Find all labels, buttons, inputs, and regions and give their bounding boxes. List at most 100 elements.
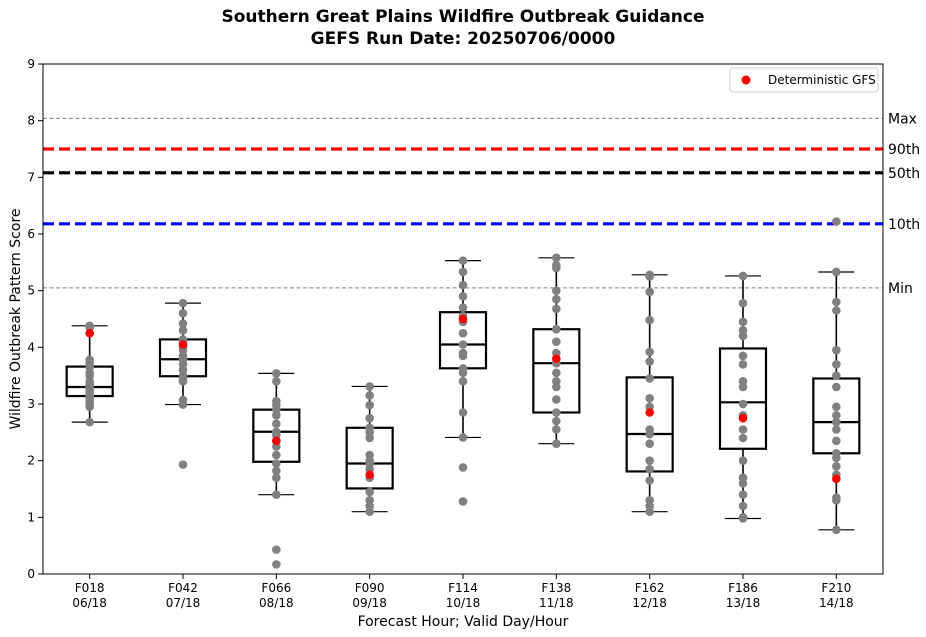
member-point-f210-18 xyxy=(832,267,841,277)
member-point-f090-12 xyxy=(365,413,374,423)
x-tick-label-hour-f186: F186 xyxy=(728,581,758,595)
member-point-f162-6 xyxy=(645,439,654,448)
member-point-f138-0 xyxy=(552,439,561,448)
member-point-f138-1 xyxy=(552,425,561,434)
member-point-f186-17 xyxy=(738,317,748,327)
member-point-f210-15 xyxy=(832,345,841,355)
legend-label-deterministic: Deterministic GFS xyxy=(768,73,876,87)
member-point-f186-6 xyxy=(738,456,748,465)
member-point-f066-0 xyxy=(272,560,281,569)
member-point-f210-16 xyxy=(832,306,841,315)
member-point-f210-12 xyxy=(832,382,841,392)
member-point-f018-15 xyxy=(85,355,94,365)
member-point-f186-13 xyxy=(738,360,748,369)
reference-label-90th: 90th xyxy=(888,142,920,158)
box-f186 xyxy=(718,347,768,450)
chart-title: Southern Great Plains Wildfire Outbreak … xyxy=(222,7,705,27)
member-point-f210-6 xyxy=(832,449,841,458)
member-point-f162-11 xyxy=(645,374,654,383)
member-point-f066-11 xyxy=(272,419,281,429)
member-point-f186-10 xyxy=(738,399,748,409)
member-point-f066-17 xyxy=(272,369,281,378)
member-point-f162-17 xyxy=(645,270,654,280)
member-point-f162-2 xyxy=(645,496,654,505)
x-tick-label-valid-f018: 06/18 xyxy=(72,596,107,610)
x-tick-label-hour-f210: F210 xyxy=(821,581,851,595)
x-tick-label-valid-f042: 07/18 xyxy=(166,596,201,610)
member-point-f162-14 xyxy=(645,315,654,325)
reference-lines: Max 90th 50th 10th Min xyxy=(43,111,920,297)
member-point-f138-3 xyxy=(552,408,561,417)
member-point-f186-5 xyxy=(738,473,748,482)
y-tick-label-7: 7 xyxy=(27,170,35,184)
deterministic-point-f186 xyxy=(738,413,748,423)
member-point-f042-14 xyxy=(178,326,188,335)
member-point-f186-7 xyxy=(738,433,748,443)
member-point-f186-1 xyxy=(738,513,748,522)
member-point-f114-1 xyxy=(458,463,468,472)
member-point-f162-4 xyxy=(645,464,654,474)
deterministic-point-f090 xyxy=(365,470,374,480)
member-point-f138-12 xyxy=(552,304,561,314)
member-point-f114-8 xyxy=(458,348,468,358)
member-point-f186-14 xyxy=(738,351,748,361)
member-point-f042-16 xyxy=(178,309,188,318)
x-tick-label-hour-f066: F066 xyxy=(261,581,291,595)
member-point-f210-19 xyxy=(832,217,841,226)
reference-label-10th: 10th xyxy=(888,217,920,233)
member-point-f162-10 xyxy=(645,394,654,403)
member-point-f210-14 xyxy=(832,360,841,369)
x-tick-label-valid-f090: 09/18 xyxy=(352,596,387,610)
member-point-f114-6 xyxy=(458,364,468,373)
x-tick-label-hour-f090: F090 xyxy=(355,581,385,595)
x-tick-label-hour-f114: F114 xyxy=(448,581,478,595)
deterministic-point-f066 xyxy=(272,436,281,446)
member-point-f138-13 xyxy=(552,294,561,304)
legend: Deterministic GFS xyxy=(729,67,879,93)
member-point-f090-15 xyxy=(365,382,374,391)
member-point-f090-3 xyxy=(365,487,374,497)
member-point-f210-2 xyxy=(832,493,841,502)
member-point-f114-13 xyxy=(458,303,468,312)
member-point-f066-4 xyxy=(272,466,281,476)
member-point-f090-11 xyxy=(365,423,374,433)
x-tick-label-hour-f042: F042 xyxy=(168,581,198,595)
member-point-f210-13 xyxy=(832,371,841,380)
legend-frame xyxy=(729,67,879,93)
member-point-f066-15 xyxy=(272,396,281,406)
member-point-f066-2 xyxy=(272,490,281,499)
member-point-f090-2 xyxy=(365,496,374,505)
member-point-f138-16 xyxy=(552,260,561,270)
member-point-f114-16 xyxy=(458,267,468,277)
member-point-f162-8 xyxy=(645,425,654,434)
member-point-f042-17 xyxy=(178,298,188,308)
member-point-f210-7 xyxy=(832,436,841,446)
member-point-f066-10 xyxy=(272,427,281,437)
member-point-f138-2 xyxy=(552,416,561,426)
member-point-f114-15 xyxy=(458,280,468,290)
y-tick-label-5: 5 xyxy=(27,284,35,298)
member-point-f162-12 xyxy=(645,357,654,366)
member-point-f018-17 xyxy=(85,321,94,331)
chart-subtitle: GEFS Run Date: 20250706/0000 xyxy=(311,29,616,49)
deterministic-point-f162 xyxy=(645,408,654,417)
y-tick-label-1: 1 xyxy=(27,510,35,524)
member-point-f138-11 xyxy=(552,324,561,334)
y-tick-label-6: 6 xyxy=(27,227,35,241)
member-point-f018-0 xyxy=(85,417,94,427)
member-point-f066-1 xyxy=(272,545,281,554)
member-point-f186-3 xyxy=(738,490,748,499)
member-point-f042-0 xyxy=(178,460,188,469)
member-point-f162-3 xyxy=(645,476,654,485)
x-axis-label: Forecast Hour; Valid Day/Hour xyxy=(358,614,569,630)
reference-label-min: Min xyxy=(888,281,913,297)
member-point-f138-14 xyxy=(552,286,561,295)
member-point-f042-15 xyxy=(178,319,188,328)
member-point-f210-11 xyxy=(832,402,841,412)
y-tick-label-8: 8 xyxy=(27,114,35,128)
deterministic-point-f138 xyxy=(552,354,561,363)
x-tick-label-hour-f018: F018 xyxy=(75,581,105,595)
member-point-f138-7 xyxy=(552,368,561,378)
